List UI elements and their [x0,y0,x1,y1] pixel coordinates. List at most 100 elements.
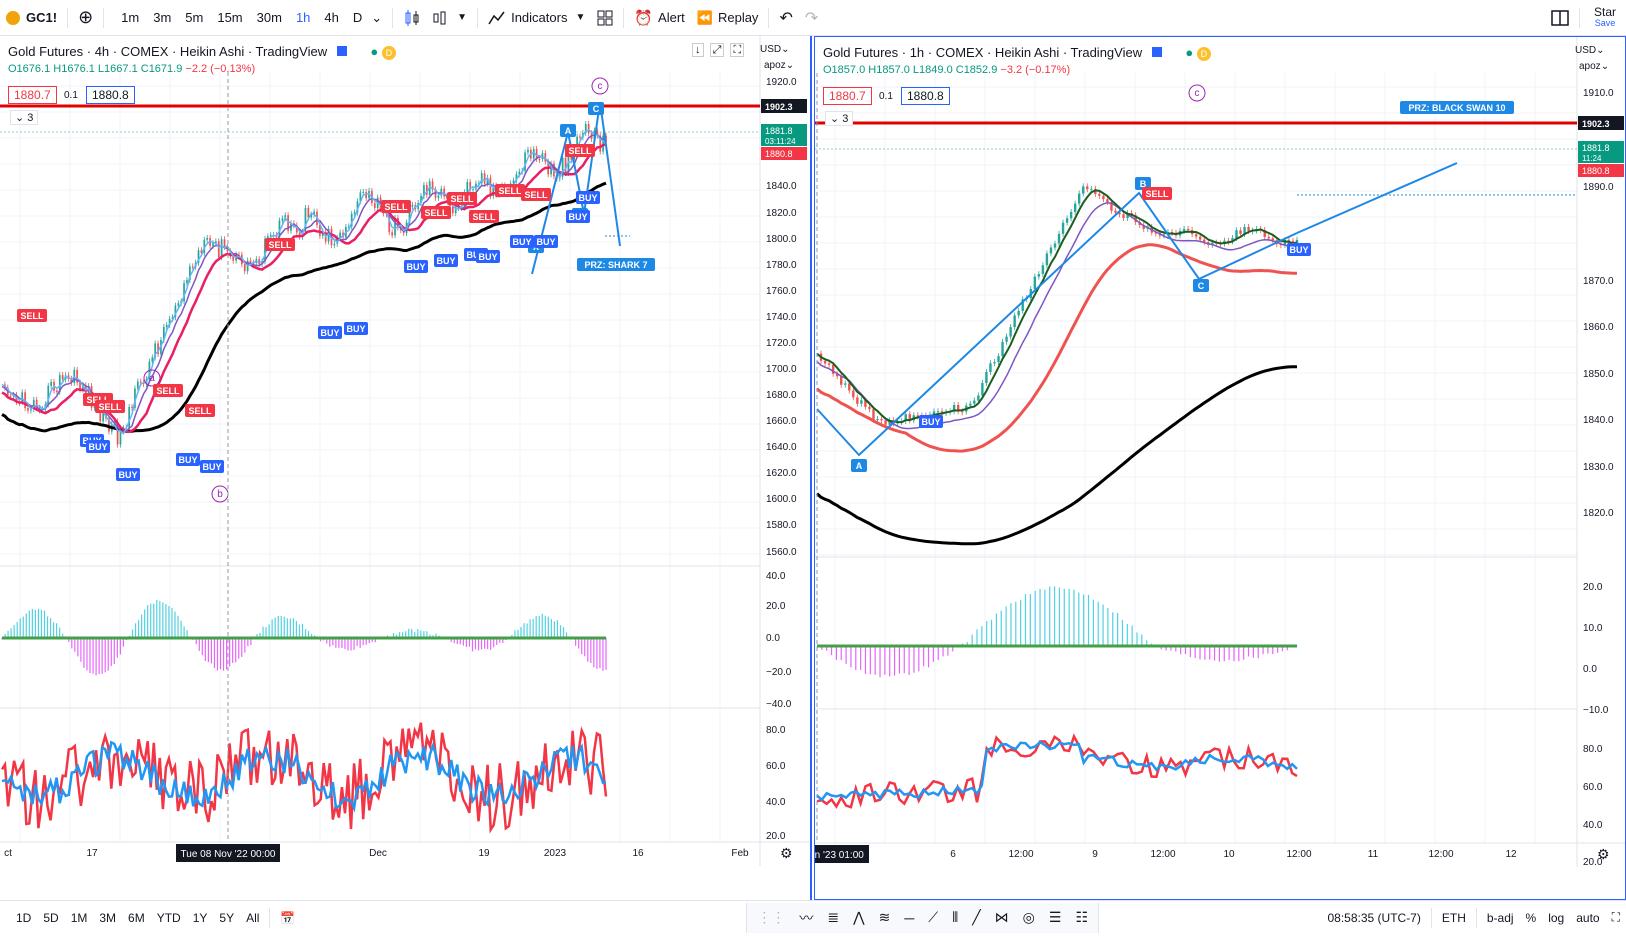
price-axis-label: 1850.0 [1583,369,1614,380]
bottom-toolbar: 1D 5D 1M 3M 6M YTD 1Y 5Y All 📅 ⋮⋮ 〰 ≣ ⋀ ≋ ─ ⟋ ⦀ … [0,900,1626,934]
expand-icon[interactable]: ⤢ [709,43,725,57]
drawing-toolbar: ⋮⋮ 〰 ≣ ⋀ ≋ ─ ⟋ ⦀ ╱ ⋈ ◎ ☰ ☷ [746,902,1100,933]
ask-price[interactable]: 1880.8 [901,87,950,105]
xabcd-icon[interactable]: ⋈ [994,909,1009,925]
chart-type-button[interactable]: ▼ [397,0,473,36]
d-badge-icon: D [1196,47,1211,61]
bid-price[interactable]: 1880.7 [823,87,872,105]
layout-toggle-button[interactable] [1545,0,1575,36]
alert-button[interactable]: ⏰ Alert [628,0,690,36]
candle-body [823,360,827,364]
vertical-lines-icon[interactable]: ⦀ [952,909,959,925]
bid-price[interactable]: 1880.7 [8,86,57,104]
interval-30m[interactable]: 30m [256,10,282,25]
macd-axis-label: 40.0 [766,571,786,582]
pattern-icon[interactable]: ⋀ [853,909,865,925]
indicators-collapse[interactable]: ⌄ 3 [825,111,854,126]
candle-body [1203,239,1206,243]
range-5d[interactable]: 5D [43,910,59,925]
candle-body [1267,236,1270,239]
drag-handle-icon[interactable]: ⋮⋮ [757,909,786,925]
redo-button[interactable]: ↷ [799,0,824,36]
candle-body [350,213,353,227]
candle-body [492,185,495,197]
candle-body [848,383,851,391]
symbol-search[interactable]: GC1! [0,0,63,36]
left-chart-title: Gold Futures · 4h · COMEX · Heikin Ashi … [8,44,396,60]
indicators-collapse[interactable]: ⌄ 3 [10,110,39,125]
interval-15m[interactable]: 15m [217,10,243,25]
log-button[interactable]: log [1548,910,1565,925]
range-5y[interactable]: 5Y [219,910,235,925]
indicators-button[interactable]: Indicators ▼ [482,0,591,36]
right-chart-canvas[interactable]: 1910.0 1890.0 1870.0 1860.0 1850.0 1840.0 1830… [815,37,1626,900]
maximize-icon[interactable]: ⛶ [730,43,745,57]
trend-line-icon[interactable]: ╱ [972,909,981,925]
right-chart-pane[interactable]: 1910.0 1890.0 1870.0 1860.0 1850.0 1840.0 1830… [814,36,1626,900]
interval-D[interactable]: D [352,10,363,25]
prz-label: PRZ: BLACK SWAN 10 [1408,103,1505,113]
candle-body [391,232,394,236]
ray-icon[interactable]: ⟋ [928,909,939,925]
adjust-button[interactable]: b-adj [1486,910,1514,925]
percent-button[interactable]: % [1525,910,1537,925]
fullscreen-button[interactable]: ⛶ [1606,900,1626,936]
auto-button[interactable]: auto [1576,910,1600,925]
macd-axis-label: 20.0 [1583,582,1603,593]
candle-body [956,404,960,412]
currency-selector[interactable]: USD⌄ [760,44,790,55]
currency-label: USD [1575,45,1597,56]
candle-body [1033,276,1037,290]
range-3m[interactable]: 3M [99,910,117,925]
clock[interactable]: 08:58:35 (UTC-7) [1327,910,1421,925]
scale-mode[interactable]: apoz⌄ [764,60,795,71]
interval-1m[interactable]: 1m [121,10,140,25]
price-tag-bid: 1880.8 [765,149,793,159]
currency-selector[interactable]: USD⌄ [1575,45,1605,56]
left-chart-canvas[interactable]: 1920.01880.01840.01820.01800.01780.01760… [0,36,812,900]
range-ytd[interactable]: YTD [156,910,181,925]
elliott-wave-icon[interactable]: 〰 [799,909,814,926]
wave-label-c: c [598,81,603,92]
star-save-button[interactable]: Star Save [1584,0,1626,36]
range-1d[interactable]: 1D [16,910,32,925]
time-axis-label: 12 [1505,849,1517,860]
price-axis-label: 1620.0 [766,468,797,479]
compare-button[interactable]: ⊕ [72,0,99,36]
candle-body [1182,228,1186,231]
scale-mode[interactable]: apoz⌄ [1579,61,1610,72]
candle-body [307,208,310,218]
replay-button[interactable]: ⏪ Replay [691,0,765,36]
range-1y[interactable]: 1Y [192,910,208,925]
left-chart-pane[interactable]: 1920.01880.01840.01820.01800.01780.01760… [0,36,812,900]
candle-body [252,262,255,264]
range-6m[interactable]: 6M [128,910,145,925]
price-axis-label: 1920.0 [766,77,797,88]
interval-1h[interactable]: 1h [295,10,311,25]
interval-5m[interactable]: 5m [185,10,204,25]
fib-icon[interactable]: ≣ [827,909,840,925]
chevron-down-icon[interactable]: ⌄ [371,9,383,25]
interval-3m[interactable]: 3m [153,10,172,25]
session-button[interactable]: ETH [1441,910,1466,925]
channel-icon[interactable]: ≋ [878,909,891,925]
fib-retracement-icon[interactable]: ☰ [1048,909,1062,925]
date-range-button[interactable]: 📅 [274,900,301,936]
time-axis-label: 12:00 [1428,849,1453,860]
layouts-button[interactable] [591,0,619,36]
range-1m[interactable]: 1M [70,910,88,925]
spiral-icon[interactable]: ◎ [1022,909,1035,925]
fib-extension-icon[interactable]: ☷ [1075,909,1089,925]
sell-signal-bg [565,144,595,157]
candle-body [174,305,177,318]
buy-signal-bg [1287,243,1311,256]
interval-4h[interactable]: 4h [324,10,339,25]
ask-price[interactable]: 1880.8 [86,86,135,104]
spread-value: 0.1 [879,91,893,102]
arrow-down-icon[interactable]: ↓ [692,43,704,57]
chevron-down-icon: ⌄ [15,112,25,124]
undo-button[interactable]: ↶ [773,0,798,36]
horizontal-line-icon[interactable]: ─ [904,909,915,926]
candle-body [961,411,964,413]
range-all[interactable]: All [246,910,260,925]
